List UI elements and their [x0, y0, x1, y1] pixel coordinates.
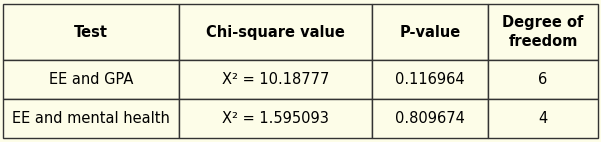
- Bar: [372, 60, 488, 99]
- Bar: [3, 99, 178, 138]
- Text: Test: Test: [74, 25, 108, 40]
- Text: X² = 10.18777: X² = 10.18777: [222, 72, 329, 87]
- Text: Degree of
freedom: Degree of freedom: [502, 15, 584, 49]
- Bar: [488, 4, 598, 60]
- Text: 0.809674: 0.809674: [395, 111, 465, 126]
- Text: 4: 4: [538, 111, 548, 126]
- Bar: [178, 4, 372, 60]
- Bar: [3, 60, 178, 99]
- Bar: [372, 4, 488, 60]
- Bar: [488, 99, 598, 138]
- Text: EE and mental health: EE and mental health: [12, 111, 169, 126]
- Bar: [488, 60, 598, 99]
- Text: P-value: P-value: [399, 25, 460, 40]
- Bar: [372, 99, 488, 138]
- Text: Chi-square value: Chi-square value: [206, 25, 344, 40]
- Bar: [178, 99, 372, 138]
- Text: 6: 6: [538, 72, 548, 87]
- Text: EE and GPA: EE and GPA: [49, 72, 133, 87]
- Text: 0.116964: 0.116964: [395, 72, 465, 87]
- Bar: [3, 4, 178, 60]
- Bar: [178, 60, 372, 99]
- Text: X² = 1.595093: X² = 1.595093: [222, 111, 329, 126]
